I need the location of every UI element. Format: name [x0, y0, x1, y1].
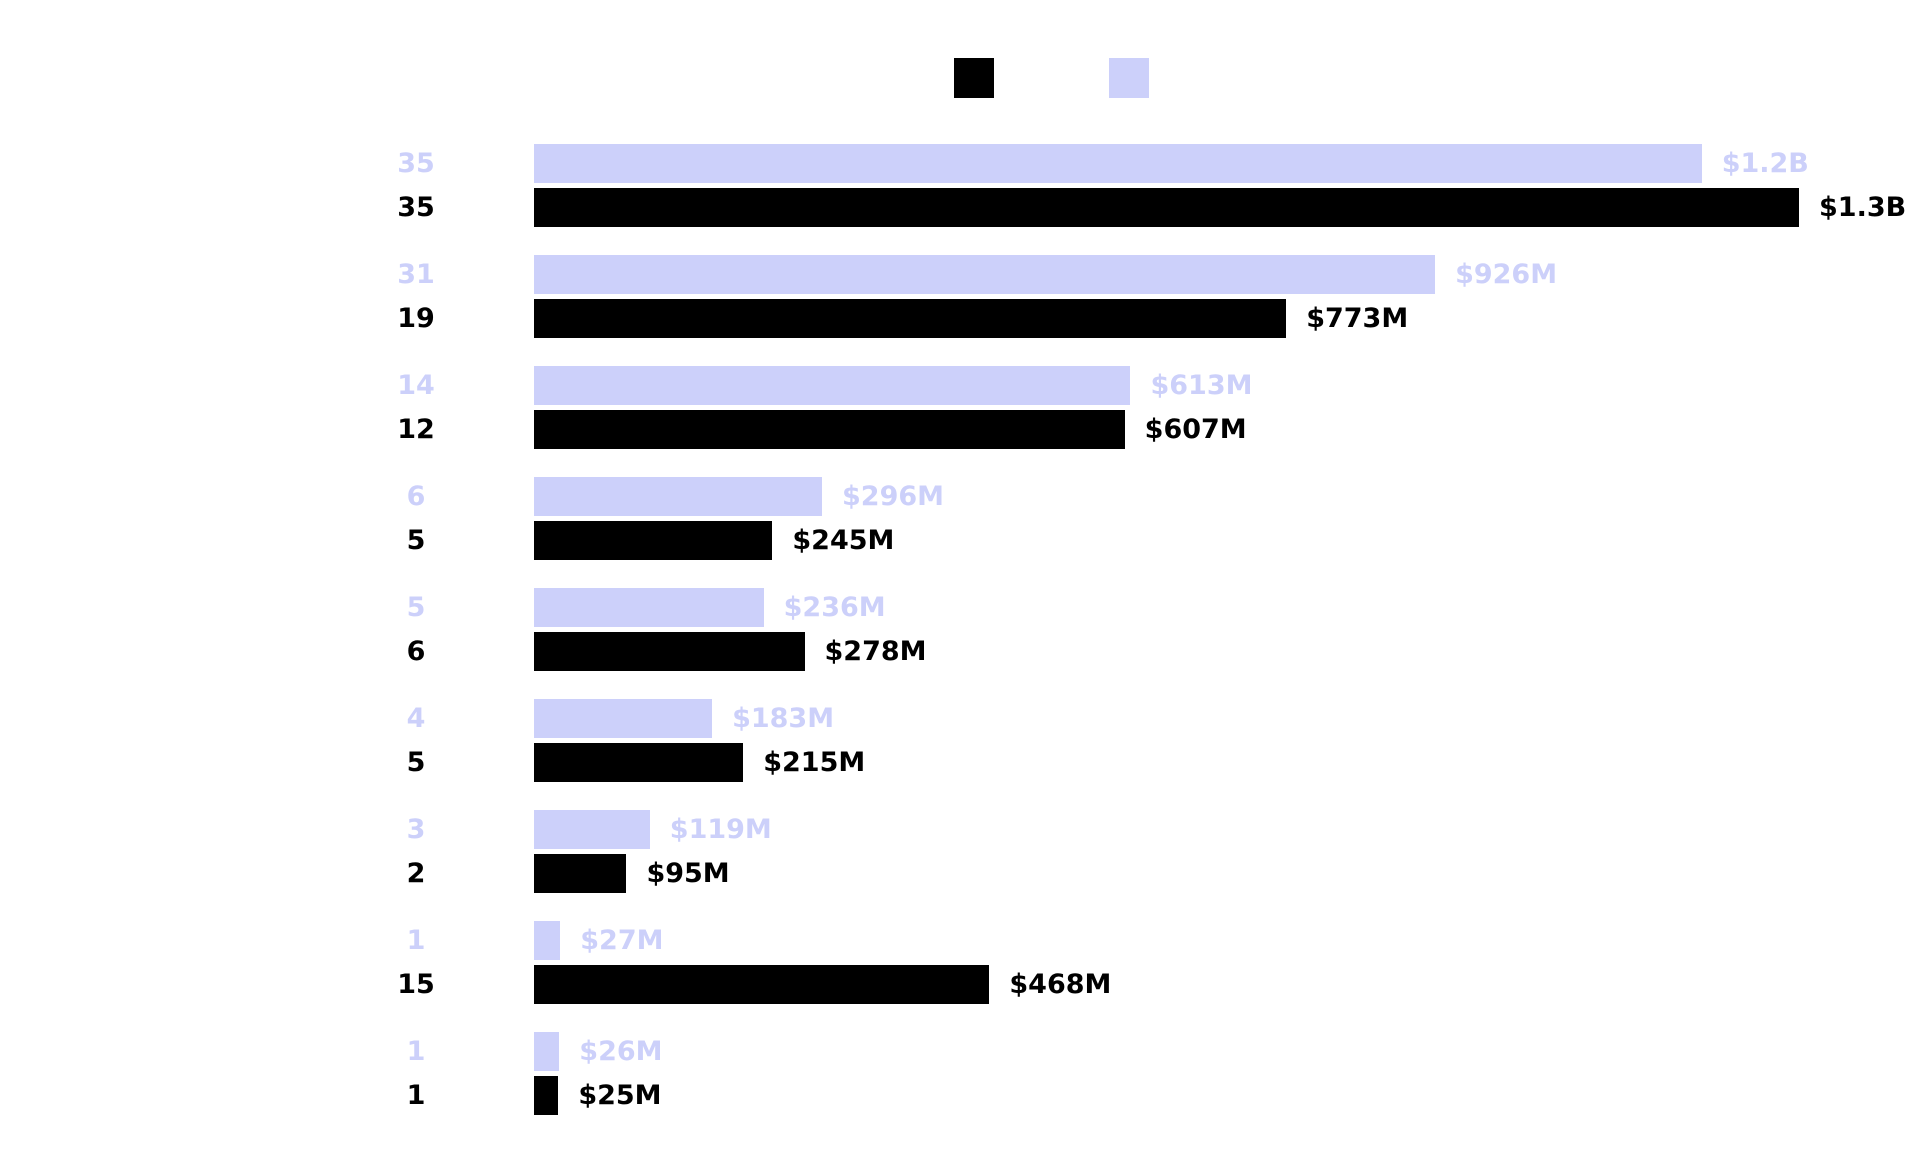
bar-lavender-0 [534, 144, 1702, 183]
bar-lavender-4 [534, 588, 764, 627]
count-label: 14 [397, 370, 435, 401]
bar-black-2 [534, 410, 1125, 449]
bar-lavender-7 [534, 921, 561, 960]
count-label: 1 [406, 925, 426, 956]
value-label: $926M [1455, 259, 1558, 290]
bar-lavender-6 [534, 810, 650, 849]
bar-lavender-3 [534, 477, 823, 516]
legend-swatch-lavender [1109, 58, 1149, 98]
value-label: $183M [732, 703, 835, 734]
value-label: $773M [1306, 303, 1409, 334]
bar-black-7 [534, 965, 990, 1004]
count-label: 6 [406, 481, 426, 512]
value-label: $236M [783, 592, 886, 623]
value-label: $95M [646, 858, 730, 889]
value-label: $468M [1009, 969, 1112, 1000]
count-label: 5 [406, 592, 426, 623]
value-label: $607M [1144, 414, 1247, 445]
bar-lavender-8 [534, 1032, 560, 1071]
legend-swatch-black [954, 58, 994, 98]
bar-lavender-5 [534, 699, 713, 738]
count-label: 19 [397, 303, 435, 334]
count-label: 3 [406, 814, 426, 845]
count-label: 35 [397, 192, 435, 223]
value-label: $245M [792, 525, 895, 556]
value-label: $26M [579, 1036, 663, 1067]
value-label: $27M [580, 925, 664, 956]
value-label: $119M [669, 814, 772, 845]
count-label: 31 [397, 259, 435, 290]
value-label: $613M [1150, 370, 1253, 401]
bar-lavender-2 [534, 366, 1131, 405]
bar-black-1 [534, 299, 1287, 338]
bar-black-4 [534, 632, 805, 671]
count-label: 35 [397, 148, 435, 179]
bar-black-5 [534, 743, 744, 782]
bar-black-6 [534, 854, 627, 893]
bar-black-3 [534, 521, 773, 560]
value-label: $1.2B [1721, 148, 1809, 179]
count-label: 4 [406, 703, 426, 734]
count-label: 5 [406, 747, 426, 778]
bar-black-0 [534, 188, 1799, 227]
count-label: 1 [406, 1036, 426, 1067]
value-label: $296M [842, 481, 945, 512]
value-label: $25M [578, 1080, 662, 1111]
bar-lavender-1 [534, 255, 1436, 294]
bar-black-8 [534, 1076, 559, 1115]
value-label: $278M [824, 636, 927, 667]
count-label: 6 [406, 636, 426, 667]
count-label: 1 [406, 1080, 426, 1111]
value-label: $215M [763, 747, 866, 778]
count-label: 5 [406, 525, 426, 556]
count-label: 2 [406, 858, 426, 889]
value-label: $1.3B [1819, 192, 1907, 223]
count-label: 15 [397, 969, 435, 1000]
count-label: 12 [397, 414, 435, 445]
